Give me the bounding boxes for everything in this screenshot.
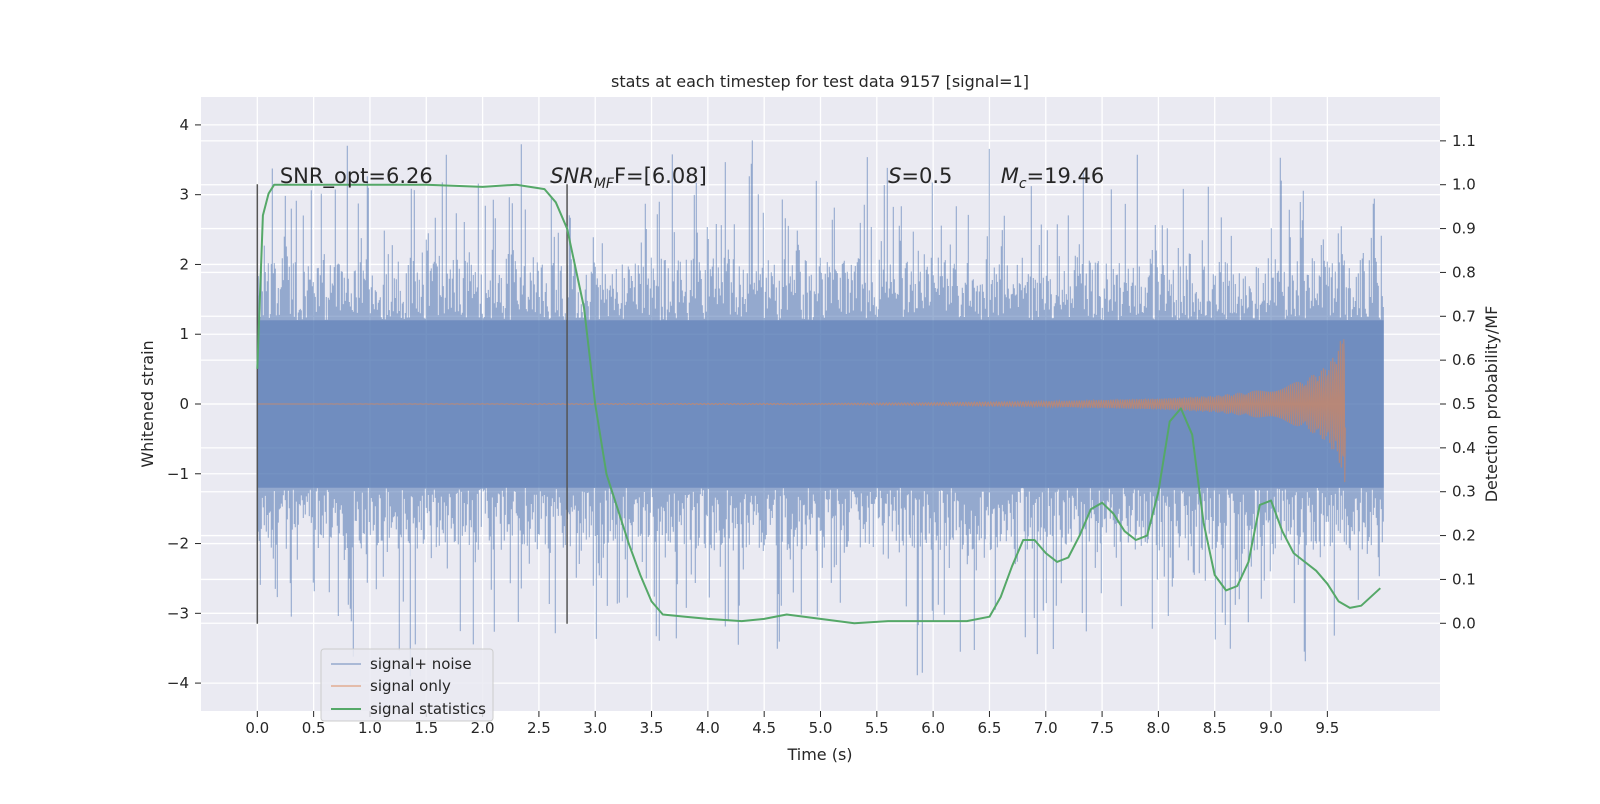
x-tick-label: 4.5 [752, 719, 776, 737]
y-tick-label: 1 [179, 325, 189, 343]
x-tick-label: 5.5 [865, 719, 889, 737]
x-tick-label: 3.0 [583, 719, 607, 737]
annotation-snr-mf: SNRMFF=[6.08] [550, 164, 707, 192]
annotation-snr-opt: SNR_opt=6.26 [280, 164, 433, 189]
x-tick-label: 1.5 [414, 719, 438, 737]
y2-tick-label: 0.5 [1452, 395, 1476, 413]
x-tick-label: 1.0 [358, 719, 382, 737]
legend-frame [320, 648, 494, 722]
x-tick-label: 8.5 [1203, 719, 1227, 737]
y2-tick-label: 0.8 [1452, 263, 1476, 281]
y-tick-label: −3 [167, 604, 189, 622]
legend-label-signal-noise: signal+ noise [370, 655, 472, 673]
x-tick-label: 9.5 [1315, 719, 1339, 737]
signal-statistics-line [256, 183, 1381, 625]
x-tick-label: 3.5 [640, 719, 664, 737]
x-tick-label: 0.0 [245, 719, 269, 737]
x-tick-label: 6.5 [978, 719, 1002, 737]
y2-tick-label: 0.1 [1452, 570, 1476, 588]
y2-tick-label: 0.6 [1452, 351, 1476, 369]
annotation-s-param: S=0.5 [888, 164, 952, 188]
y-tick-label: 2 [179, 255, 189, 273]
y2-tick-label: 0.0 [1452, 614, 1476, 632]
y2-tick-label: 0.9 [1452, 220, 1476, 238]
x-tick-label: 7.0 [1034, 719, 1058, 737]
y-tick-label: 3 [179, 186, 189, 204]
y2-tick-label: 1.0 [1452, 176, 1476, 194]
x-tick-label: 0.5 [302, 719, 326, 737]
x-tick-label: 6.0 [921, 719, 945, 737]
y2-tick-label: 0.2 [1452, 527, 1476, 545]
y2-axis-ticks: 0.0 0.1 0.2 0.3 0.4 0.5 0.6 0.7 0.8 0.9 1.0 1.1 [1440, 132, 1476, 632]
x-tick-label: 4.0 [696, 719, 720, 737]
annotation-mc-param: Mc=19.46 [1001, 164, 1105, 192]
y-tick-label: 0 [179, 395, 189, 413]
y2-tick-label: 1.1 [1452, 132, 1476, 150]
y-tick-label: −4 [167, 674, 189, 692]
y2-tick-label: 0.7 [1452, 307, 1476, 325]
chart-title: stats at each timestep for test data 915… [611, 72, 1029, 91]
x-tick-label: 8.0 [1146, 719, 1170, 737]
annotations: SNR_opt=6.26 SNRMFF=[6.08] S=0.5 Mc=19.46 [280, 164, 1104, 192]
x-tick-label: 2.0 [471, 719, 495, 737]
y2-tick-label: 0.3 [1452, 483, 1476, 501]
y2-axis-label: Detection probability/MF [1482, 306, 1501, 503]
x-tick-label: 5.0 [809, 719, 833, 737]
y-tick-label: −2 [167, 535, 189, 553]
signal-only-series [257, 339, 1346, 483]
legend-label-signal-statistics: signal statistics [370, 700, 486, 718]
vertical-markers [256, 184, 568, 624]
x-tick-label: 9.0 [1259, 719, 1283, 737]
signal-only-line [257, 339, 1346, 483]
y-axis-label: Whitened strain [138, 340, 157, 467]
y2-tick-label: 0.4 [1452, 439, 1476, 457]
y-tick-label: −1 [167, 465, 189, 483]
y-tick-label: 4 [179, 116, 189, 134]
legend-label-signal-only: signal only [370, 677, 451, 695]
y-axis-ticks: −4 −3 −2 −1 0 1 2 3 4 [167, 116, 201, 692]
x-tick-label: 2.5 [527, 719, 551, 737]
x-axis-label: Time (s) [786, 745, 852, 764]
x-axis-ticks: 0.0 0.5 1.0 1.5 2.0 2.5 3.0 3.5 4.0 4.5 5.0 5.5 6.0 6… [245, 711, 1339, 737]
legend: signal+ noise signal only signal statist… [320, 648, 494, 722]
x-tick-label: 7.5 [1090, 719, 1114, 737]
signal-statistics-series [256, 183, 1381, 625]
